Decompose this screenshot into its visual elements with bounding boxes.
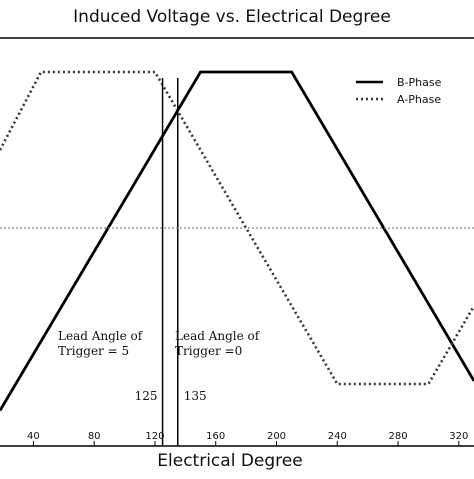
- x-axis-ticks: 40 80 120 160 200 240 280 320: [27, 431, 468, 446]
- refline-label-125: 125: [135, 389, 158, 403]
- series-line-a-phase: [0, 70, 474, 386]
- refline-label-135: 135: [184, 389, 207, 403]
- annotation-lead-angle-5-line2: Trigger = 5: [58, 344, 129, 358]
- chart-title: Induced Voltage vs. Electrical Degree: [73, 7, 391, 27]
- x-tick-label-160: 160: [206, 431, 225, 442]
- annotation-lead-angle-0-line2: Trigger =0: [175, 344, 242, 358]
- legend: B-Phase A-Phase: [356, 76, 442, 106]
- reference-lines: [0, 78, 474, 446]
- x-tick-label-200: 200: [267, 431, 286, 442]
- series-layer: [0, 70, 474, 412]
- x-tick-label-120: 120: [145, 431, 164, 442]
- legend-label-b-phase: B-Phase: [397, 76, 442, 89]
- annotation-lead-angle-5-line1: Lead Angle of: [58, 329, 144, 343]
- legend-label-a-phase: A-Phase: [397, 93, 441, 106]
- series-line-b-phase: [0, 70, 474, 412]
- x-axis-label: Electrical Degree: [157, 451, 302, 471]
- x-tick-label-40: 40: [27, 431, 40, 442]
- annotation-lead-angle-0-line1: Lead Angle of: [175, 329, 261, 343]
- x-tick-label-80: 80: [88, 431, 101, 442]
- x-tick-label-320: 320: [449, 431, 468, 442]
- x-tick-label-240: 240: [328, 431, 347, 442]
- x-tick-label-280: 280: [388, 431, 407, 442]
